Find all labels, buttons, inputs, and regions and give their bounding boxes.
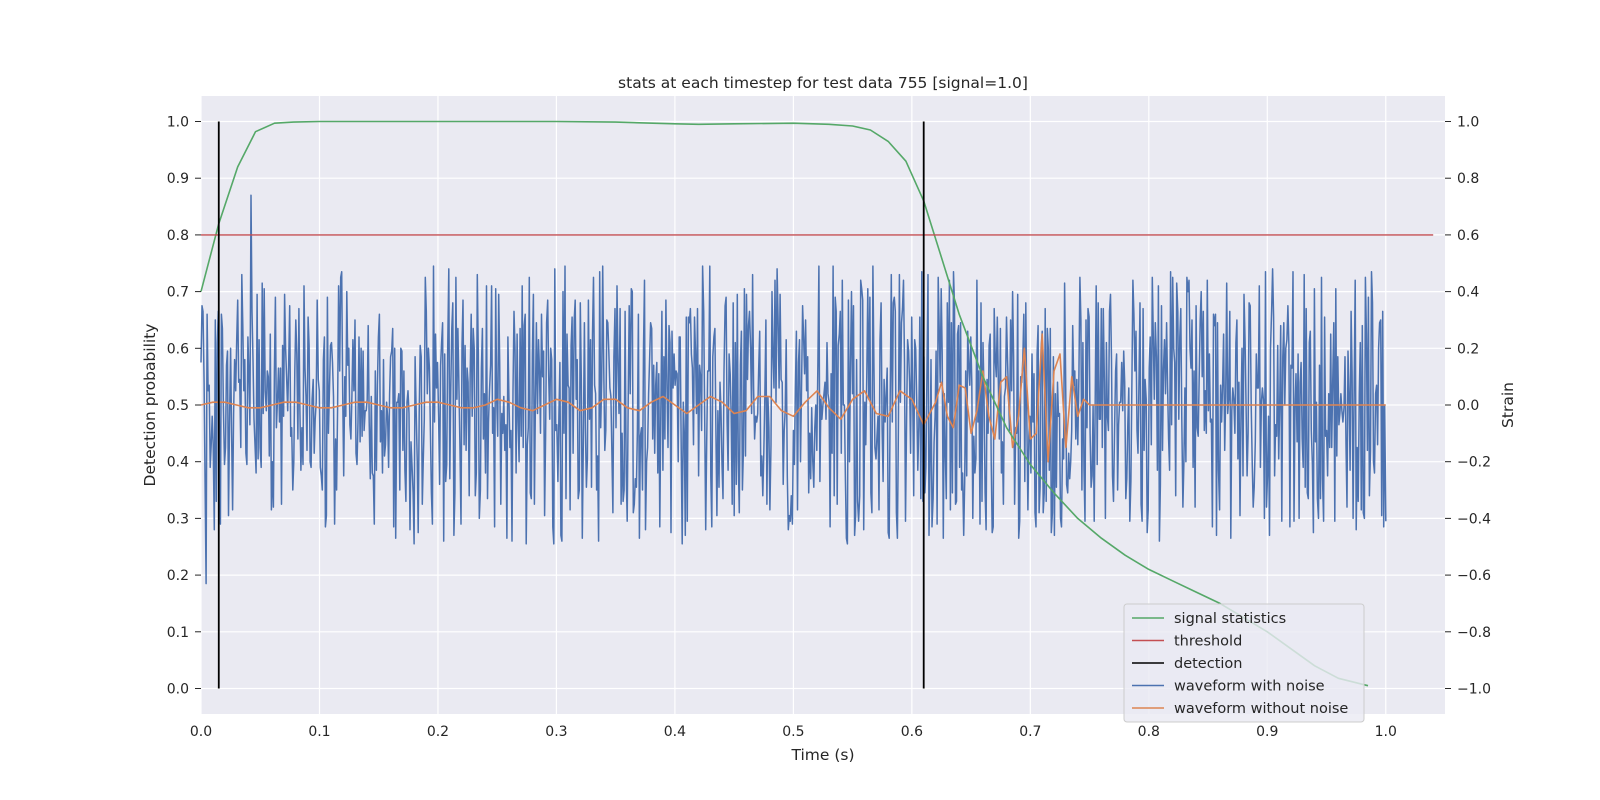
y-tick-label-left: 0.4 — [167, 455, 189, 471]
legend-label-threshold: threshold — [1174, 634, 1242, 650]
legend-label-detection: detection — [1174, 656, 1242, 672]
y-tick-label-right: 0.0 — [1457, 398, 1479, 414]
y-tick-label-left: 0.0 — [167, 681, 189, 697]
x-tick-label: 0.3 — [545, 724, 567, 740]
y-axis-label-right: Strain — [1499, 382, 1517, 428]
y-tick-label-right: 0.4 — [1457, 285, 1479, 301]
y-tick-label-right: 0.6 — [1457, 228, 1479, 244]
legend-box — [1123, 603, 1365, 723]
series-waveform-without-noise — [200, 333, 1386, 463]
x-tick-label: 0.4 — [664, 724, 686, 740]
x-axis-label: Time (s) — [790, 746, 854, 764]
ticks: 0.0 0.1 0.2 0.3 0.4 0.5 0.6 0.7 0.8 0.9 1.0 0.0 0.1 0… — [167, 115, 1491, 740]
y-tick-label-right: 0.8 — [1457, 171, 1479, 187]
x-tick-label: 0.8 — [1138, 724, 1160, 740]
y-tick-label-right: −0.6 — [1457, 568, 1491, 584]
y-tick-label-right: −0.4 — [1457, 511, 1491, 527]
y-tick-label-right: −0.2 — [1457, 455, 1491, 471]
x-tick-label: 1.0 — [1375, 724, 1397, 740]
legend-label-signal-statistics: signal statistics — [1174, 611, 1286, 627]
series-signal-statistics — [200, 120, 1369, 687]
y-tick-label-right: 1.0 — [1457, 115, 1479, 131]
x-tick-label: 0.7 — [1019, 724, 1041, 740]
plot-lines — [200, 120, 1434, 689]
legend-label-waveform-without-noise: waveform without noise — [1174, 701, 1348, 717]
y-tick-label-left: 0.3 — [167, 511, 189, 527]
y-tick-label-right: −0.8 — [1457, 625, 1491, 641]
y-tick-label-left: 0.2 — [167, 568, 189, 584]
x-tick-label: 0.2 — [427, 724, 449, 740]
y-tick-label-left: 0.8 — [167, 228, 189, 244]
legend-label-waveform-with-noise: waveform with noise — [1174, 679, 1325, 695]
x-tick-label: 0.1 — [308, 724, 330, 740]
x-tick-label: 0.9 — [1256, 724, 1278, 740]
y-tick-label-left: 0.5 — [167, 398, 189, 414]
y-tick-label-right: 0.2 — [1457, 341, 1479, 357]
y-tick-label-left: 1.0 — [167, 115, 189, 131]
y-tick-label-right: −1.0 — [1457, 681, 1491, 697]
x-tick-label: 0.0 — [190, 724, 212, 740]
y-tick-label-left: 0.6 — [167, 341, 189, 357]
chart-title: stats at each timestep for test data 755… — [618, 74, 1028, 92]
y-tick-label-left: 0.7 — [167, 285, 189, 301]
y-tick-label-left: 0.1 — [167, 625, 189, 641]
legend: signal statistics threshold detection wa… — [1123, 603, 1365, 723]
x-tick-label: 0.6 — [901, 724, 923, 740]
y-tick-label-left: 0.9 — [167, 171, 189, 187]
x-tick-label: 0.5 — [782, 724, 804, 740]
series-waveform-with-noise — [200, 194, 1387, 585]
y-axis-label-left: Detection probability — [141, 324, 159, 487]
